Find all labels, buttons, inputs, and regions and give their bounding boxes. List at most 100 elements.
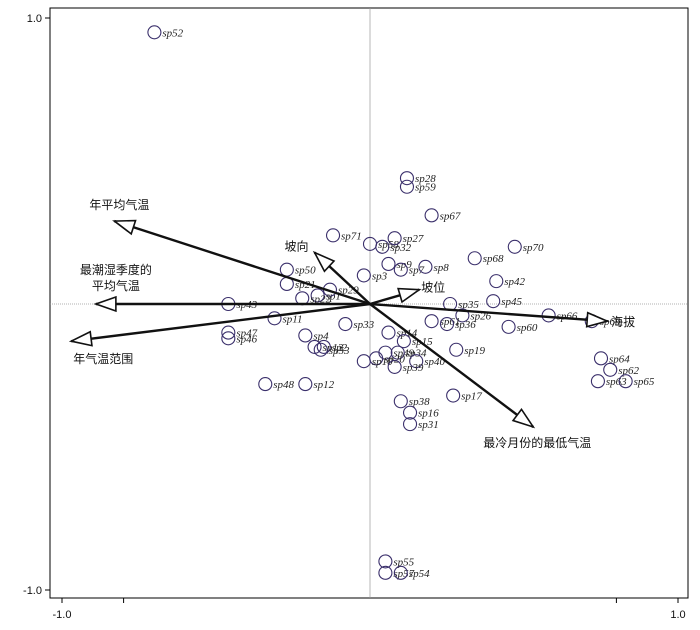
species-label-sp54: sp54 xyxy=(409,568,430,580)
species-label-sp47: sp47 xyxy=(236,328,257,340)
vector-line-5 xyxy=(369,302,608,323)
vector-line-6 xyxy=(369,303,534,428)
vector-label-6: 最冷月份的最低气温 xyxy=(483,435,591,450)
species-point-sp36 xyxy=(439,316,455,332)
species-point-sp13 xyxy=(307,339,322,354)
vector-arrowhead-5 xyxy=(585,311,610,328)
species-label-sp45: sp45 xyxy=(501,296,522,308)
species-label-sp2: sp2 xyxy=(332,342,348,354)
species-point-sp15 xyxy=(396,334,411,349)
species-label-sp48: sp48 xyxy=(273,379,294,391)
species-label-sp52: sp52 xyxy=(162,27,183,39)
vector-line-2 xyxy=(71,302,371,343)
species-point-sp12 xyxy=(298,377,313,392)
species-point-sp64 xyxy=(593,351,609,366)
species-point-sp53 xyxy=(313,342,328,357)
species-point-sp2 xyxy=(316,339,331,354)
species-label-sp65: sp65 xyxy=(634,376,655,388)
plot-frame xyxy=(49,7,689,599)
species-point-sp61 xyxy=(424,314,439,329)
species-label-sp13: sp13 xyxy=(323,342,344,354)
species-point-sp55 xyxy=(378,554,393,569)
species-point-sp32 xyxy=(375,239,390,254)
species-point-sp34 xyxy=(390,345,405,360)
species-point-sp39 xyxy=(387,359,402,374)
species-point-sp67 xyxy=(424,208,439,223)
species-point-sp48 xyxy=(258,377,273,392)
species-label-sp71: sp71 xyxy=(341,230,362,242)
species-label-sp9: sp9 xyxy=(396,259,412,271)
x-tick-label: 1.0 xyxy=(670,609,685,621)
species-label-sp46: sp46 xyxy=(236,333,257,345)
species-label-sp27: sp27 xyxy=(403,233,424,245)
vector-arrowhead-1 xyxy=(93,295,117,313)
species-label-sp7: sp7 xyxy=(409,265,425,277)
species-point-sp63 xyxy=(590,374,605,389)
vector-label-2: 年气温范围 xyxy=(73,351,133,366)
species-point-sp54 xyxy=(393,565,408,580)
species-label-sp62: sp62 xyxy=(618,365,639,377)
species-label-sp11: sp11 xyxy=(283,313,303,325)
species-label-sp36: sp36 xyxy=(455,319,476,331)
species-point-sp14 xyxy=(381,325,396,340)
species-label-sp35: sp35 xyxy=(458,299,479,311)
species-label-sp33: sp33 xyxy=(353,319,374,331)
species-point-sp8 xyxy=(418,259,433,274)
species-point-sp26 xyxy=(455,308,470,323)
species-point-sp28 xyxy=(399,171,415,186)
species-label-sp32: sp32 xyxy=(390,242,411,254)
species-point-sp9 xyxy=(381,256,396,272)
species-point-sp70 xyxy=(507,239,522,254)
species-label-sp59: sp59 xyxy=(415,182,436,194)
species-label-sp63: sp63 xyxy=(606,376,627,388)
species-label-sp70: sp70 xyxy=(523,242,544,254)
species-label-sp28: sp28 xyxy=(415,173,436,185)
species-label-sp10: sp10 xyxy=(372,356,393,368)
vector-arrowhead-4 xyxy=(397,287,422,304)
species-label-sp19: sp19 xyxy=(464,345,485,357)
species-label-sp69: sp69 xyxy=(600,316,621,328)
species-point-sp31 xyxy=(402,417,418,432)
vector-arrowhead-6 xyxy=(511,407,536,429)
species-point-sp3 xyxy=(356,268,371,283)
species-point-sp16 xyxy=(402,405,418,420)
species-label-sp53: sp53 xyxy=(329,345,350,357)
species-label-sp42: sp42 xyxy=(504,276,525,288)
species-label-sp64: sp64 xyxy=(609,353,630,365)
x-tick-label: -1.0 xyxy=(53,609,72,621)
species-point-sp52 xyxy=(147,25,162,40)
species-point-sp68 xyxy=(467,251,482,266)
species-label-sp61: sp61 xyxy=(440,316,461,328)
species-point-sp47 xyxy=(221,325,236,340)
species-label-sp12: sp12 xyxy=(313,379,334,391)
species-point-sp57 xyxy=(378,565,393,580)
species-label-sp40: sp40 xyxy=(424,356,445,368)
species-point-sp65 xyxy=(618,374,633,389)
species-point-sp33 xyxy=(338,316,353,332)
species-point-sp71 xyxy=(325,228,341,243)
vector-label-4: 坡位 xyxy=(421,280,445,295)
species-label-sp17: sp17 xyxy=(461,391,482,403)
vector-label-0: 年平均气温 xyxy=(89,197,149,212)
species-point-sp59 xyxy=(399,179,415,194)
species-label-sp68: sp68 xyxy=(483,253,504,265)
vector-arrowhead-0 xyxy=(112,219,137,236)
vector-arrowhead-2 xyxy=(68,330,93,347)
species-label-sp50: sp50 xyxy=(295,265,316,277)
species-point-sp60 xyxy=(501,319,516,334)
species-label-sp60: sp60 xyxy=(517,322,538,334)
axis-ticks: -1.0 1.0 1.0 -1.0 xyxy=(23,13,686,621)
vector-label-5: 海拔 xyxy=(611,314,635,329)
vector-line-0 xyxy=(113,219,371,306)
species-point-sp4 xyxy=(298,328,313,343)
species-label-sp38: sp38 xyxy=(409,396,430,408)
species-label-sp55: sp55 xyxy=(393,556,414,568)
species-point-sp10 xyxy=(356,354,371,369)
species-label-sp16: sp16 xyxy=(418,408,439,420)
species-point-sp19 xyxy=(449,342,464,357)
species-label-sp8: sp8 xyxy=(433,262,449,274)
species-point-sp1 xyxy=(310,288,325,303)
species-label-sp31: sp31 xyxy=(418,419,439,431)
species-point-sp50 xyxy=(279,262,294,277)
species-point-sp17 xyxy=(446,388,461,403)
